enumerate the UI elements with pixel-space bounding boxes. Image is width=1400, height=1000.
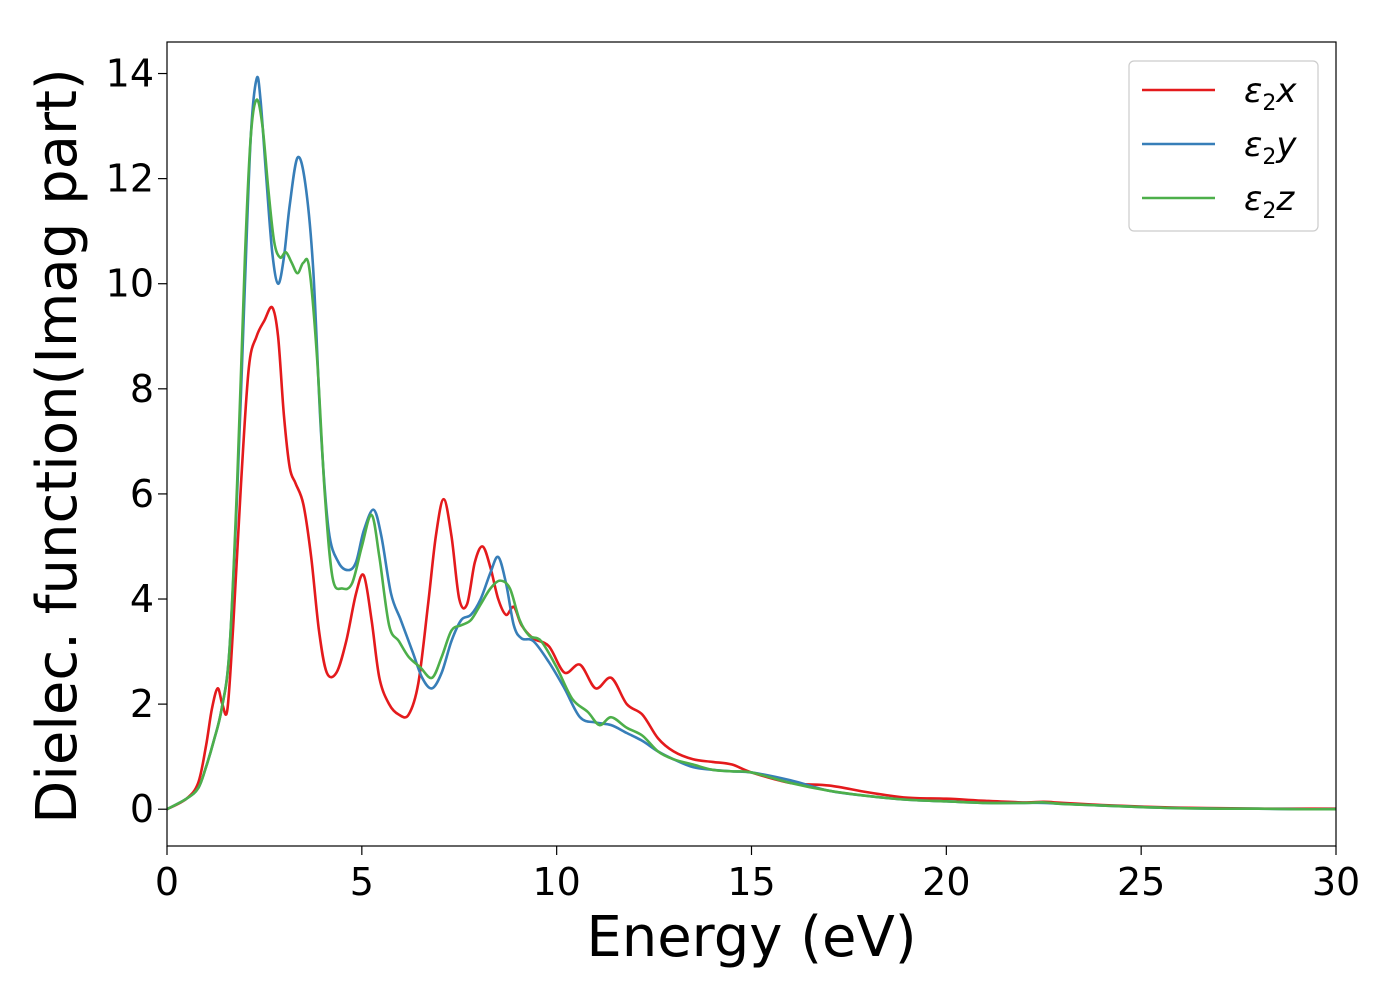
legend-entry-y: ε2y xyxy=(1244,125,1297,170)
y-tick-label: 4 xyxy=(130,577,154,621)
x-tick-label: 5 xyxy=(350,860,374,904)
x-axis-label: Energy (eV) xyxy=(586,905,916,970)
legend-entry-x: ε2x xyxy=(1244,71,1297,116)
x-tick-label: 10 xyxy=(532,860,580,904)
x-tick-label: 25 xyxy=(1117,860,1165,904)
y-tick-label: 10 xyxy=(106,262,154,306)
y-tick-label: 8 xyxy=(130,367,154,411)
series-line-z xyxy=(167,98,1336,811)
x-tick-label: 20 xyxy=(922,860,970,904)
legend: ε2x ε2y ε2z xyxy=(1128,60,1319,232)
y-tick-label: 14 xyxy=(106,52,154,96)
x-tick-label: 0 xyxy=(155,860,179,904)
y-axis-label: Dielec. function(Imag part) xyxy=(25,68,90,824)
series-layer xyxy=(167,75,1336,811)
legend-entry-z: ε2z xyxy=(1244,179,1295,224)
y-tick-label: 12 xyxy=(106,157,154,201)
x-tick-label: 15 xyxy=(727,860,775,904)
legend-box xyxy=(1128,60,1319,232)
y-tick-label: 6 xyxy=(130,472,154,516)
series-line-x xyxy=(167,305,1336,811)
y-tick-label: 2 xyxy=(130,682,154,726)
x-axis: 0 5 10 15 20 25 30 xyxy=(155,846,1360,904)
y-axis: 0 2 4 6 8 10 12 14 xyxy=(106,52,167,831)
x-tick-label: 30 xyxy=(1312,860,1360,904)
y-tick-label: 0 xyxy=(130,787,154,831)
